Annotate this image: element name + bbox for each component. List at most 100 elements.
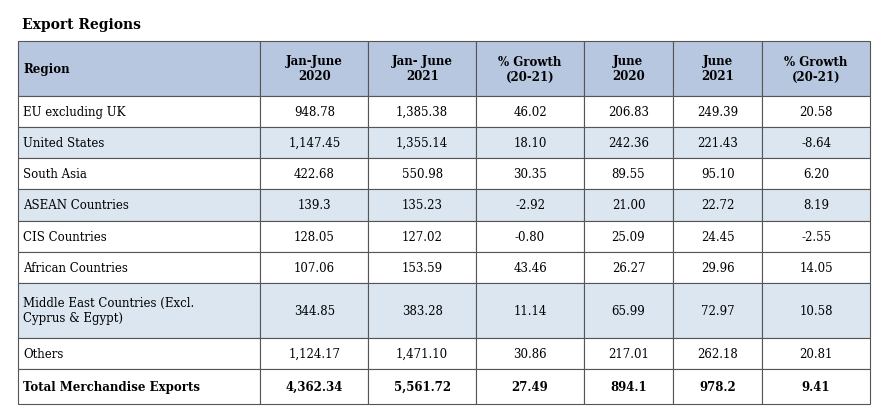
Text: African Countries: African Countries xyxy=(23,261,127,274)
Bar xyxy=(762,128,870,159)
Text: 18.10: 18.10 xyxy=(513,137,547,150)
Text: 46.02: 46.02 xyxy=(513,106,547,119)
Bar xyxy=(18,338,260,369)
Text: Jan-June
2020: Jan-June 2020 xyxy=(286,55,342,83)
Bar xyxy=(673,252,762,283)
Text: 221.43: 221.43 xyxy=(697,137,738,150)
Text: 894.1: 894.1 xyxy=(610,380,647,393)
Text: 95.10: 95.10 xyxy=(701,168,735,181)
Bar xyxy=(476,190,584,221)
Text: South Asia: South Asia xyxy=(23,168,87,181)
Bar xyxy=(584,369,673,404)
Bar xyxy=(762,97,870,128)
Text: 5,561.72: 5,561.72 xyxy=(394,380,450,393)
Text: Jan- June
2021: Jan- June 2021 xyxy=(392,55,452,83)
Text: 262.18: 262.18 xyxy=(697,347,738,360)
Bar xyxy=(762,159,870,190)
Text: 20.81: 20.81 xyxy=(799,347,833,360)
Text: 21.00: 21.00 xyxy=(612,199,645,212)
Bar xyxy=(762,190,870,221)
Bar xyxy=(260,97,368,128)
Text: -0.80: -0.80 xyxy=(515,230,545,243)
Bar xyxy=(476,369,584,404)
Bar xyxy=(476,221,584,252)
Bar xyxy=(673,338,762,369)
Text: 135.23: 135.23 xyxy=(402,199,442,212)
Text: 9.41: 9.41 xyxy=(802,380,830,393)
Text: 4,362.34: 4,362.34 xyxy=(286,380,343,393)
Bar xyxy=(368,283,476,338)
Text: Export Regions: Export Regions xyxy=(22,18,141,32)
Text: Region: Region xyxy=(23,63,70,76)
Text: 22.72: 22.72 xyxy=(701,199,735,212)
Text: 139.3: 139.3 xyxy=(297,199,331,212)
Text: EU excluding UK: EU excluding UK xyxy=(23,106,126,119)
Bar xyxy=(260,338,368,369)
Text: 242.36: 242.36 xyxy=(608,137,649,150)
Text: 1,147.45: 1,147.45 xyxy=(289,137,341,150)
Bar xyxy=(18,128,260,159)
Text: June
2021: June 2021 xyxy=(701,55,734,83)
Bar xyxy=(260,159,368,190)
Text: 422.68: 422.68 xyxy=(294,168,335,181)
Text: ASEAN Countries: ASEAN Countries xyxy=(23,199,129,212)
Text: 127.02: 127.02 xyxy=(402,230,442,243)
Bar xyxy=(584,159,673,190)
Text: 20.58: 20.58 xyxy=(799,106,833,119)
Bar xyxy=(673,42,762,97)
Bar xyxy=(368,42,476,97)
Bar xyxy=(673,283,762,338)
Text: 1,124.17: 1,124.17 xyxy=(289,347,341,360)
Bar xyxy=(673,97,762,128)
Text: -8.64: -8.64 xyxy=(801,137,831,150)
Bar xyxy=(476,252,584,283)
Bar xyxy=(762,252,870,283)
Text: 978.2: 978.2 xyxy=(699,380,736,393)
Bar xyxy=(584,97,673,128)
Text: 383.28: 383.28 xyxy=(402,304,442,317)
Bar xyxy=(762,369,870,404)
Text: 8.19: 8.19 xyxy=(803,199,829,212)
Text: 14.05: 14.05 xyxy=(799,261,833,274)
Text: 206.83: 206.83 xyxy=(608,106,649,119)
Bar xyxy=(368,252,476,283)
Bar xyxy=(584,221,673,252)
Bar xyxy=(584,338,673,369)
Text: 72.97: 72.97 xyxy=(701,304,735,317)
Bar xyxy=(260,190,368,221)
Text: 25.09: 25.09 xyxy=(612,230,645,243)
Text: 26.27: 26.27 xyxy=(612,261,645,274)
Text: 30.86: 30.86 xyxy=(513,347,547,360)
Bar xyxy=(18,159,260,190)
Bar xyxy=(18,221,260,252)
Text: 24.45: 24.45 xyxy=(701,230,735,243)
Bar xyxy=(476,42,584,97)
Bar xyxy=(476,97,584,128)
Bar xyxy=(584,190,673,221)
Bar xyxy=(260,252,368,283)
Text: 1,385.38: 1,385.38 xyxy=(396,106,448,119)
Text: 550.98: 550.98 xyxy=(402,168,442,181)
Text: % Growth
(20-21): % Growth (20-21) xyxy=(498,55,562,83)
Text: 107.06: 107.06 xyxy=(294,261,335,274)
Bar xyxy=(260,283,368,338)
Text: 11.14: 11.14 xyxy=(513,304,547,317)
Text: Total Merchandise Exports: Total Merchandise Exports xyxy=(23,380,200,393)
Bar xyxy=(18,190,260,221)
Bar xyxy=(260,221,368,252)
Text: 43.46: 43.46 xyxy=(513,261,547,274)
Bar xyxy=(368,221,476,252)
Text: CIS Countries: CIS Countries xyxy=(23,230,107,243)
Text: Others: Others xyxy=(23,347,64,360)
Bar xyxy=(584,42,673,97)
Bar xyxy=(18,369,260,404)
Bar xyxy=(368,190,476,221)
Text: United States: United States xyxy=(23,137,104,150)
Text: 65.99: 65.99 xyxy=(612,304,645,317)
Bar xyxy=(762,42,870,97)
Bar xyxy=(368,369,476,404)
Text: -2.55: -2.55 xyxy=(801,230,831,243)
Text: % Growth
(20-21): % Growth (20-21) xyxy=(784,55,848,83)
Bar xyxy=(673,128,762,159)
Bar xyxy=(673,369,762,404)
